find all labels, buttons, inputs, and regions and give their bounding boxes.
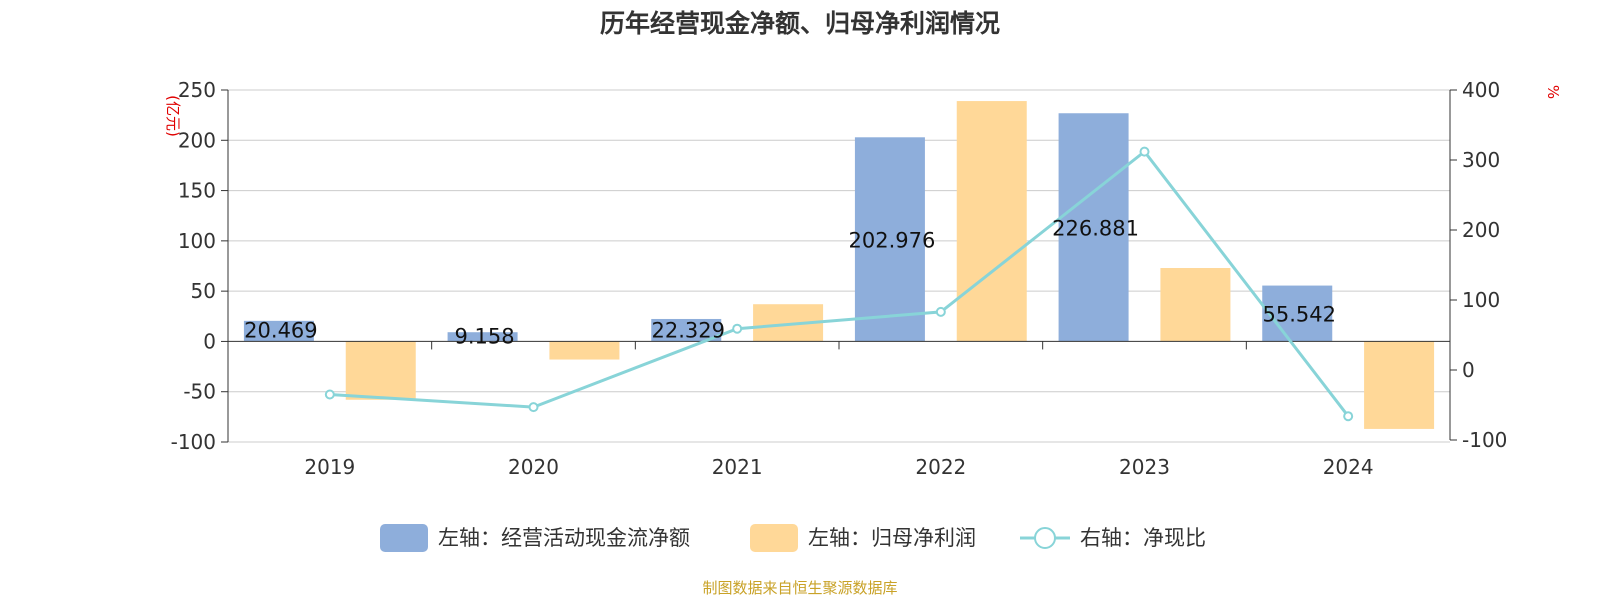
right-tick-label-300: 300: [1462, 148, 1500, 172]
bar-netprofit-2019: [345, 341, 416, 400]
x-tick-label-2021: 2021: [712, 455, 763, 479]
gridlines: [228, 89, 1450, 443]
bar-netprofit-2020: [549, 341, 620, 360]
legend-label-netprofit: 左轴：归母净利润: [808, 526, 976, 550]
bar-netprofit-2023: [1160, 268, 1231, 342]
left-axis-unit: (亿元): [164, 95, 182, 137]
x-tick-label-2019: 2019: [304, 455, 355, 479]
left-tick-label-0: 0: [203, 329, 216, 353]
left-tick-label--50: -50: [183, 380, 216, 404]
legend-swatch-cashflow: [380, 524, 428, 552]
left-tick-label-200: 200: [178, 128, 216, 152]
ratio-point-2019: [324, 389, 335, 400]
bar-cashflow-2019: [243, 320, 314, 342]
data-label-2022: 202.976: [848, 228, 935, 252]
ratio-point-2024: [1343, 411, 1354, 422]
right-tick-label-100: 100: [1462, 288, 1500, 312]
right-tick-label-0: 0: [1462, 358, 1475, 382]
bar-netprofit-2024: [1364, 341, 1435, 429]
ratio-line: [324, 146, 1354, 422]
x-tick-label-2023: 2023: [1119, 455, 1170, 479]
left-tick-label-150: 150: [178, 179, 216, 203]
bar-cashflow-2021: [651, 318, 722, 342]
left-tick-label-250: 250: [178, 78, 216, 102]
legend: 左轴：经营活动现金流净额 左轴：归母净利润 右轴：净现比: [380, 524, 1206, 552]
chart-title: 历年经营现金净额、归母净利润情况: [600, 9, 1000, 38]
bar-cashflow-2024: [1262, 285, 1333, 342]
data-label-2024: 55.542: [1263, 302, 1336, 326]
legend-marker-ratio: [1034, 527, 1056, 549]
bar-cashflow-2020: [447, 332, 518, 342]
x-tick-label-2024: 2024: [1323, 455, 1374, 479]
legend-label-ratio: 右轴：净现比: [1080, 526, 1206, 550]
source-note: 制图数据来自恒生聚源数据库: [702, 579, 897, 597]
bars: [243, 101, 1435, 429]
left-tick-label--100: -100: [171, 430, 216, 454]
ratio-line-path: [329, 149, 1350, 418]
data-label-2021: 22.329: [652, 318, 725, 342]
data-labels: 20.469 9.158 22.329 202.976 226.881 55.542: [244, 216, 1336, 348]
right-tick-label-400: 400: [1462, 78, 1500, 102]
right-tick-label-200: 200: [1462, 218, 1500, 242]
data-label-2019: 20.469: [244, 318, 317, 342]
x-tick-label-2022: 2022: [915, 455, 966, 479]
ratio-point-2021: [732, 323, 743, 334]
axes: 250 200 150 100 50 0 -50 -100 400 300 200 100 0 -100 2…: [171, 78, 1508, 479]
ratio-point-2023: [1139, 146, 1150, 157]
left-tick-label-100: 100: [178, 229, 216, 253]
bar-cashflow-2023: [1058, 113, 1129, 342]
legend-swatch-netprofit: [750, 524, 798, 552]
data-label-2020: 9.158: [455, 324, 515, 348]
ratio-point-2022: [935, 306, 946, 317]
legend-label-cashflow: 左轴：经营活动现金流净额: [438, 526, 690, 550]
ratio-point-2020: [528, 402, 539, 413]
left-tick-label-50: 50: [191, 279, 216, 303]
right-axis-unit: %: [1544, 85, 1562, 99]
bar-cashflow-2022: [854, 137, 925, 342]
bar-netprofit-2022: [956, 101, 1027, 342]
x-tick-label-2020: 2020: [508, 455, 559, 479]
data-label-2023: 226.881: [1052, 216, 1139, 240]
right-tick-label--100: -100: [1462, 428, 1507, 452]
